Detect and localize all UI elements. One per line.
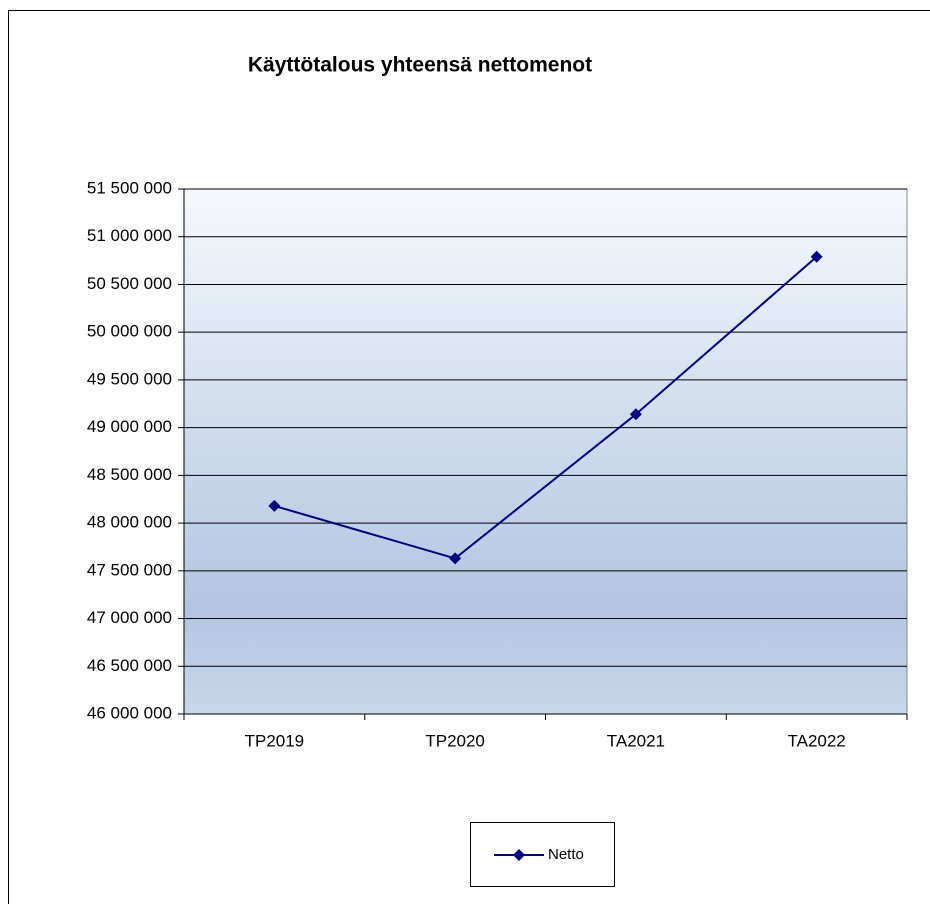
x-tick-label: TP2019 xyxy=(245,731,305,750)
y-tick-label: 46 000 000 xyxy=(87,703,172,722)
y-tick-label: 48 000 000 xyxy=(87,513,172,532)
chart-title: Käyttötalous yhteensä nettomenot xyxy=(248,54,592,77)
y-tick-label: 48 500 000 xyxy=(87,465,172,484)
y-tick-label: 47 000 000 xyxy=(87,608,172,627)
data-point xyxy=(449,552,462,565)
legend-marker xyxy=(513,849,525,861)
x-tick-label: TP2020 xyxy=(425,731,485,750)
legend-label: Netto xyxy=(548,846,584,863)
data-point xyxy=(629,408,642,421)
series-line xyxy=(274,256,818,560)
y-tick-label: 50 000 000 xyxy=(87,322,172,341)
y-tick-label: 51 500 000 xyxy=(87,178,172,197)
data-point xyxy=(810,250,823,263)
y-tick-label: 51 000 000 xyxy=(87,226,172,245)
plot-area xyxy=(183,188,908,715)
y-tick-label: 49 500 000 xyxy=(87,369,172,388)
data-point xyxy=(268,499,281,512)
y-tick-label: 50 500 000 xyxy=(87,274,172,293)
y-tick-label: 46 500 000 xyxy=(87,656,172,675)
x-tick-label: TA2021 xyxy=(607,731,665,750)
y-tick-label: 49 000 000 xyxy=(87,417,172,436)
x-tick-label: TA2022 xyxy=(787,731,845,750)
y-tick-label: 47 500 000 xyxy=(87,560,172,579)
